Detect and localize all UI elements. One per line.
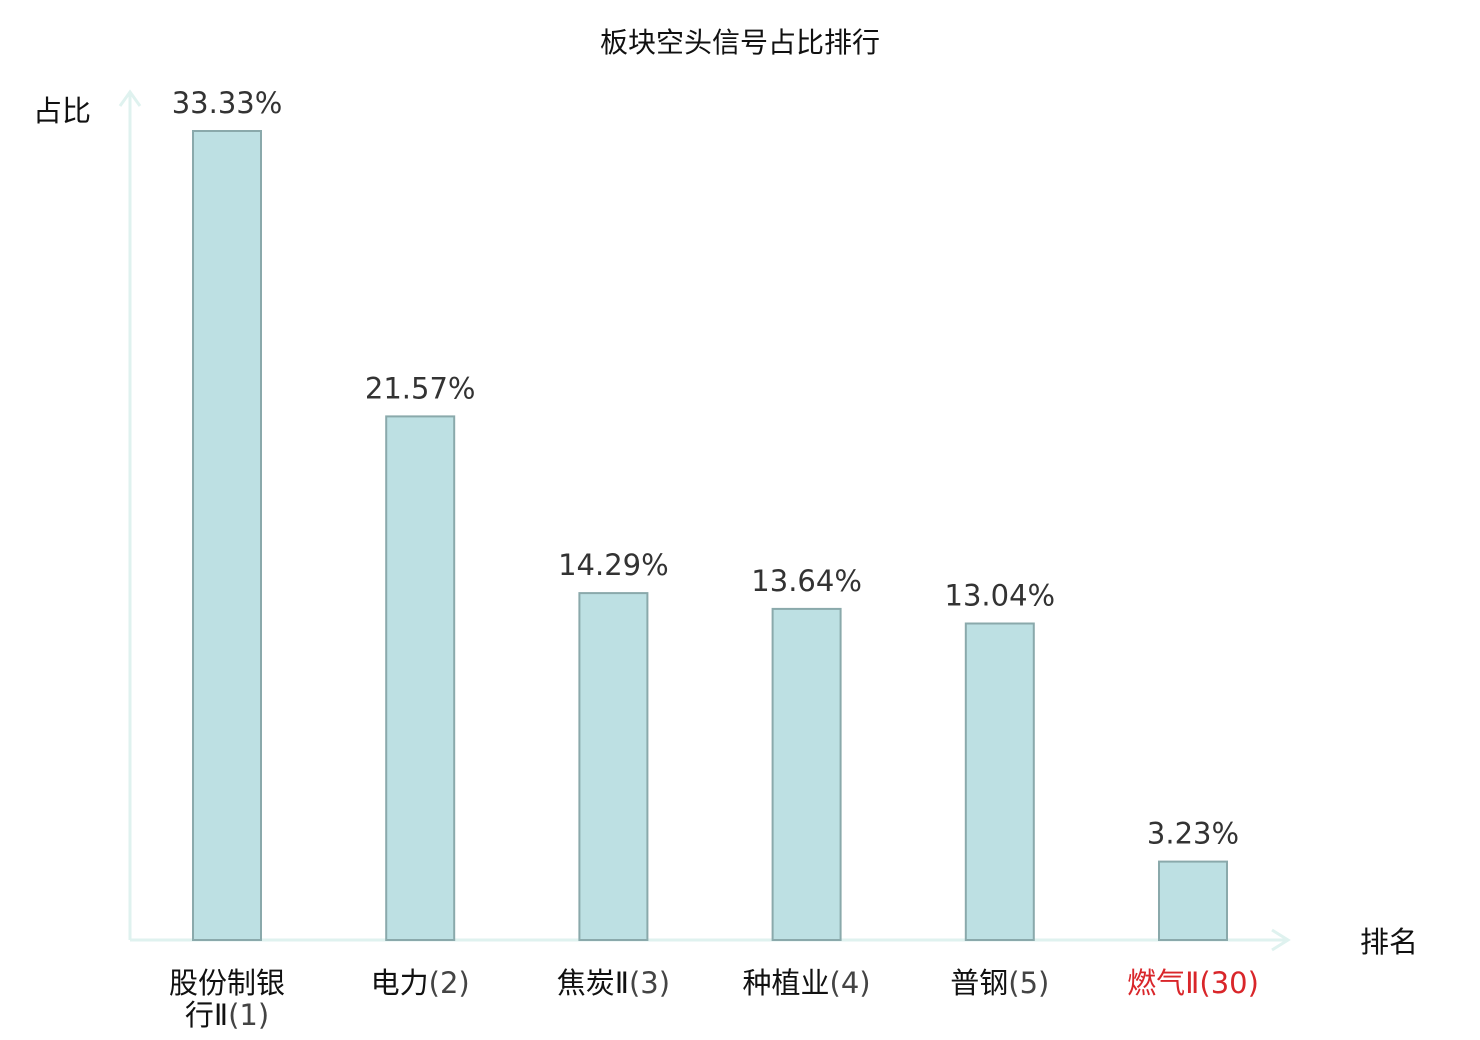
category-rank: (30)	[1199, 966, 1259, 1000]
chart-title: 板块空头信号占比排行	[600, 26, 880, 59]
bar	[192, 130, 262, 941]
category-label: 电力(2)	[371, 966, 470, 1000]
category-name: 电力	[371, 966, 429, 1000]
value-label: 13.04%	[945, 579, 1056, 613]
value-label: 33.33%	[172, 86, 283, 120]
value-label: 21.57%	[365, 371, 476, 405]
category-label: 燃气Ⅱ(30)	[1127, 966, 1259, 1000]
bar	[1158, 860, 1228, 941]
axes	[118, 89, 1291, 952]
category-label: 普钢(5)	[950, 966, 1049, 1000]
value-label: 14.29%	[558, 548, 669, 582]
bars-group	[192, 130, 1228, 942]
y-axis-arrow	[118, 89, 142, 107]
x-axis-label: 排名	[1360, 925, 1418, 959]
category-name: 股份制银	[169, 966, 285, 1000]
category-rank: (3)	[629, 966, 670, 1000]
bar	[771, 607, 842, 942]
category-name: 燃气Ⅱ	[1127, 966, 1199, 1000]
category-rank: (1)	[228, 998, 269, 1032]
bar	[964, 622, 1035, 941]
category-rank: (4)	[830, 966, 871, 1000]
bar	[578, 592, 649, 941]
category-label: 焦炭Ⅱ(3)	[557, 966, 670, 1000]
category-name: 种植业	[743, 966, 830, 1000]
bar	[385, 415, 456, 941]
category-label: 股份制银	[169, 966, 285, 1000]
value-labels-group: 33.33% 21.57% 14.29% 13.64% 13.04% 3.23%	[172, 86, 1239, 851]
category-name: 行Ⅱ	[185, 998, 228, 1032]
category-name: 焦炭Ⅱ	[557, 966, 629, 1000]
category-label: 种植业(4)	[743, 966, 871, 1000]
category-name: 普钢	[950, 966, 1008, 1000]
value-label: 13.64%	[751, 564, 862, 598]
category-label: 行Ⅱ(1)	[185, 998, 269, 1032]
y-axis-label: 占比	[33, 94, 91, 128]
category-rank: (2)	[429, 966, 470, 1000]
category-rank: (5)	[1008, 966, 1049, 1000]
x-axis-arrow	[1271, 928, 1291, 952]
value-label: 3.23%	[1147, 817, 1239, 851]
